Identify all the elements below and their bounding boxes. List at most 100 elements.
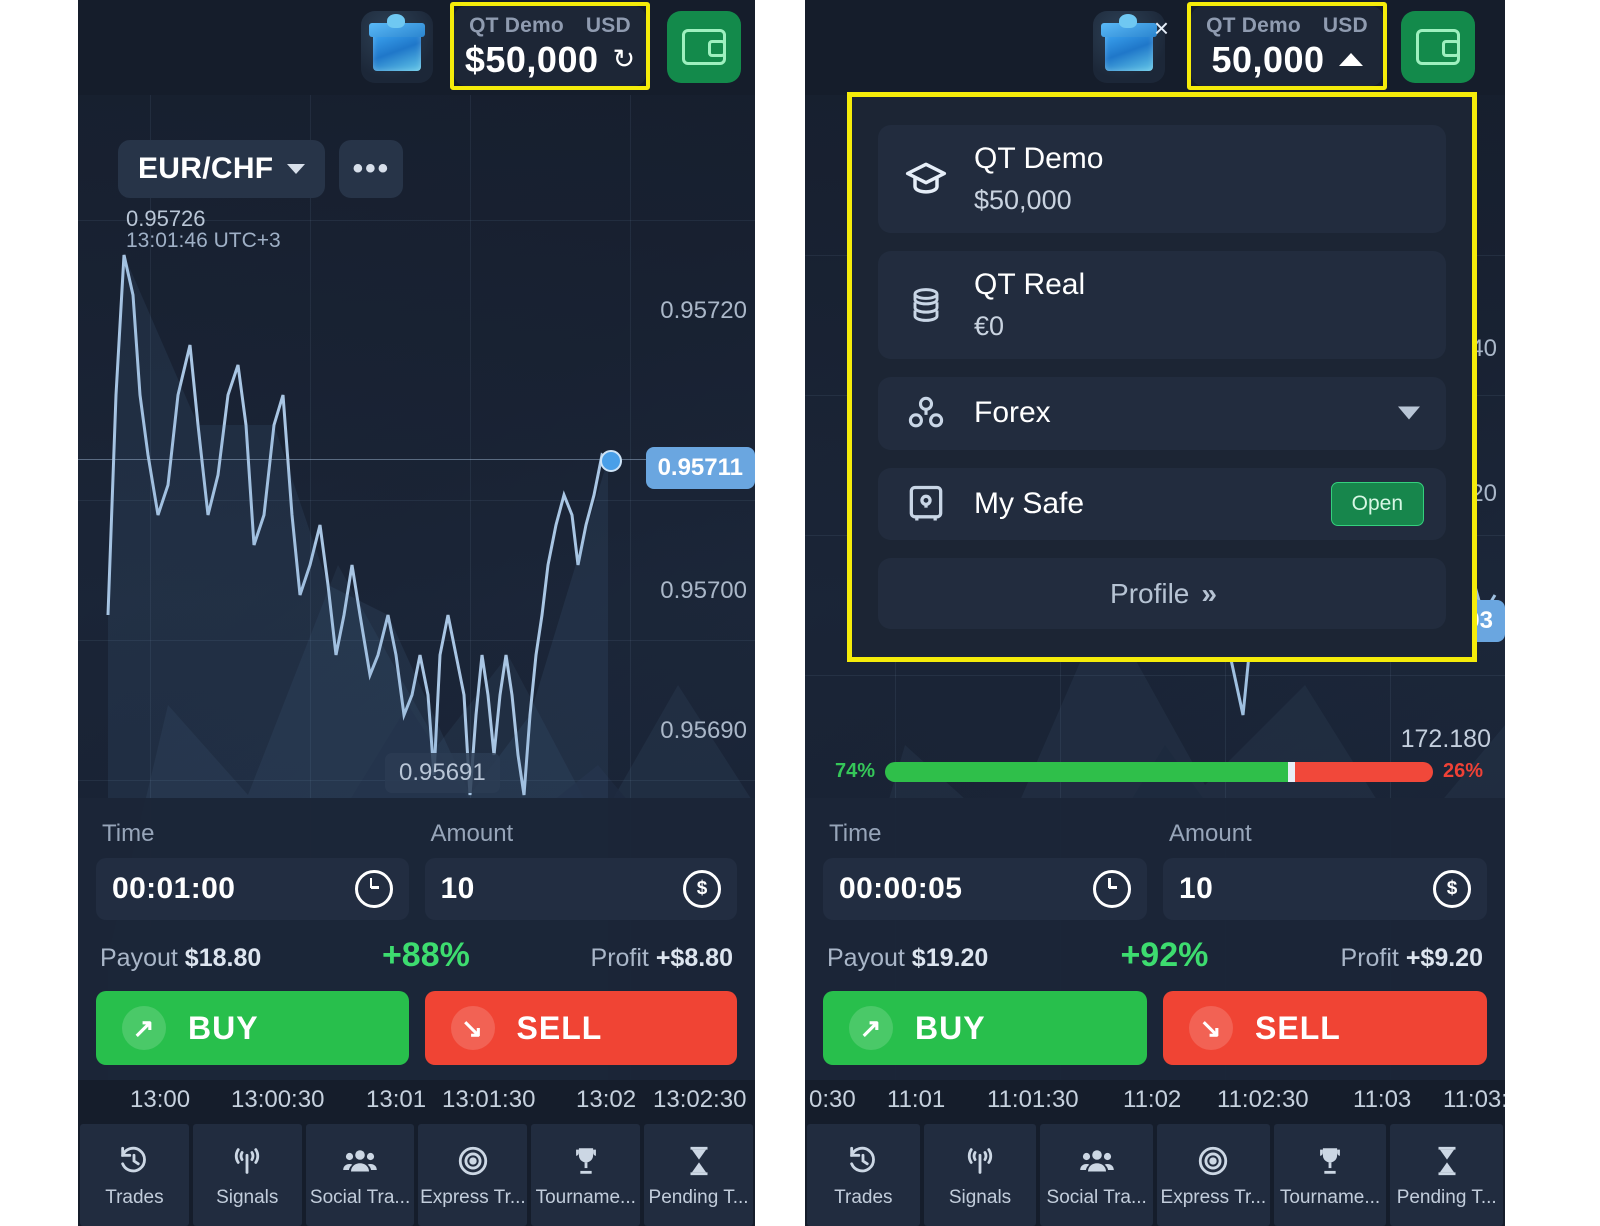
time-tick: 13:01:30 (442, 1086, 536, 1113)
time-tick: 13:00:30 (231, 1086, 325, 1113)
profit-value: +$8.80 (655, 944, 733, 972)
balance-highlight-box: QT Demo USD $50,000 ↻ (450, 2, 650, 90)
wallet-button[interactable] (667, 11, 741, 83)
gift-box-icon[interactable]: × (1093, 11, 1169, 83)
payout-value: $19.20 (911, 944, 989, 972)
time-tick: 11:03:30 (1443, 1086, 1505, 1113)
trade-panel-right: Time 00:00:05 Amount 10 $ Payout (805, 798, 1505, 1081)
buy-button[interactable]: ↗ BUY (96, 991, 409, 1065)
nav-label: Pending T... (1396, 1186, 1497, 1208)
account-balance-button[interactable]: QT Demo USD 50,000 (1191, 6, 1383, 86)
symbol-selector[interactable]: EUR/CHF (118, 140, 326, 198)
dollar-circle-icon[interactable]: $ (683, 870, 721, 908)
nav-item-trades[interactable]: Trades (807, 1124, 920, 1226)
time-axis-right: 0:30 11:01 11:01:30 11:02 11:02:30 11:03… (805, 1080, 1505, 1120)
nav-item-pending-trades[interactable]: Pending T... (644, 1124, 753, 1226)
profile-button[interactable]: Profile » (878, 558, 1446, 629)
clock-icon[interactable] (1093, 870, 1131, 908)
nav-item-pending-trades[interactable]: Pending T... (1390, 1124, 1504, 1226)
refresh-icon[interactable]: ↻ (612, 44, 636, 74)
nav-item-signals[interactable]: Signals (923, 1124, 1037, 1226)
time-field-group: Time 00:01:00 (96, 812, 409, 920)
payout-label: Payout (827, 944, 905, 972)
nav-item-social-trading[interactable]: Social Tra... (1040, 1124, 1154, 1226)
amount-value: 10 (440, 872, 475, 905)
coins-stack-icon (913, 288, 939, 322)
dropdown-account-qt-real[interactable]: QT Real €0 (878, 251, 1446, 359)
time-input[interactable]: 00:00:05 (823, 858, 1147, 920)
account-dropdown: QT Demo $50,000 QT Real €0 (852, 97, 1472, 657)
nav-item-express-trading[interactable]: Express Tr... (418, 1124, 528, 1226)
bottom-nav-left: Trades Signals Social Tra... Express Tr.… (78, 1120, 755, 1226)
profit-label: Profit (1340, 944, 1399, 972)
balance-highlight-box: QT Demo USD 50,000 (1187, 2, 1387, 90)
quote-time: 13:01:46 UTC+3 (126, 229, 281, 253)
time-tick: 11:02:30 (1217, 1086, 1309, 1113)
price-tick: 0.95690 (660, 717, 747, 744)
account-name: QT Real (974, 268, 1086, 301)
dropdown-row-my-safe[interactable]: My Safe Open (878, 467, 1446, 541)
account-balance-button[interactable]: QT Demo USD $50,000 ↻ (454, 6, 646, 86)
account-dropdown-highlight-box: QT Demo $50,000 QT Real €0 (847, 92, 1477, 662)
nav-item-express-trading[interactable]: Express Tr... (1157, 1124, 1270, 1226)
more-options-button[interactable]: ••• (339, 140, 404, 198)
time-value: 00:01:00 (112, 872, 236, 905)
time-tick: 11:01 (887, 1086, 946, 1113)
time-tick: 13:00 (130, 1086, 191, 1113)
caret-down-icon[interactable] (1398, 406, 1420, 420)
sell-label: SELL (516, 1009, 603, 1046)
open-safe-button[interactable]: Open (1330, 481, 1424, 526)
nav-label: Trades (105, 1186, 164, 1208)
nav-item-trades[interactable]: Trades (80, 1124, 189, 1226)
sentiment-bar: 74% 26% (835, 760, 1483, 783)
payout-group: Payout $18.80 (100, 944, 261, 973)
sentiment-buy-fill (885, 761, 1291, 782)
time-tick: 13:02 (576, 1086, 637, 1113)
time-value: 00:00:05 (839, 872, 963, 905)
people-icon (1079, 1142, 1115, 1180)
close-icon[interactable]: × (1153, 13, 1169, 43)
dollar-circle-icon[interactable]: $ (1433, 870, 1471, 908)
dropdown-row-forex[interactable]: Forex (878, 377, 1446, 450)
nav-item-social-trading[interactable]: Social Tra... (305, 1124, 415, 1226)
amount-input[interactable]: 10 $ (1163, 858, 1487, 920)
floor-price-badge: 0.95691 (385, 753, 500, 793)
time-input[interactable]: 00:01:00 (96, 858, 409, 920)
app-header-left: QT Demo USD $50,000 ↻ (78, 0, 755, 95)
row-label: Forex (974, 396, 1051, 430)
sell-button[interactable]: ↘ SELL (1163, 991, 1487, 1065)
amount-input[interactable]: 10 $ (424, 858, 737, 920)
currency-label: USD (1322, 13, 1368, 37)
nav-item-tournaments[interactable]: Tourname... (1273, 1124, 1387, 1226)
target-icon (1196, 1142, 1230, 1180)
sentiment-track[interactable] (885, 761, 1433, 782)
trading-app-panel-left: EUR/CHF ••• 0.95726 13:01:46 UTC+3 0.957… (78, 0, 755, 1226)
symbol-label: EUR/CHF (138, 152, 274, 185)
payout-group: Payout $19.20 (827, 944, 988, 973)
sell-button[interactable]: ↘ SELL (424, 991, 737, 1065)
nav-item-signals[interactable]: Signals (192, 1124, 302, 1226)
sentiment-sell-fill (1290, 761, 1433, 782)
profit-label: Profit (590, 944, 649, 972)
amount-value: 10 (1179, 872, 1214, 905)
nav-label: Signals (948, 1186, 1012, 1208)
gift-box-icon[interactable] (361, 11, 433, 83)
account-name-label: QT Demo (1206, 13, 1301, 37)
dropdown-account-qt-demo[interactable]: QT Demo $50,000 (878, 125, 1446, 233)
time-field-group: Time 00:00:05 (823, 812, 1147, 920)
price-tick: 0.95700 (660, 577, 747, 604)
crosshair-line (78, 459, 755, 460)
clock-icon[interactable] (354, 870, 393, 908)
nav-label: Social Tra... (1046, 1186, 1147, 1208)
nav-item-tournaments[interactable]: Tourname... (531, 1124, 641, 1226)
history-icon (846, 1142, 880, 1180)
buy-button[interactable]: ↗ BUY (823, 991, 1147, 1065)
hourglass-icon (1430, 1142, 1464, 1180)
payout-summary: Payout $19.20 +92% Profit +$9.20 (805, 920, 1505, 983)
account-name-label: QT Demo (469, 13, 564, 37)
row-label: My Safe (974, 486, 1085, 520)
hourglass-icon (682, 1142, 716, 1180)
time-tick: 11:03 (1353, 1086, 1412, 1113)
arrow-down-right-icon: ↘ (1189, 1006, 1233, 1050)
wallet-button[interactable] (1401, 11, 1475, 83)
